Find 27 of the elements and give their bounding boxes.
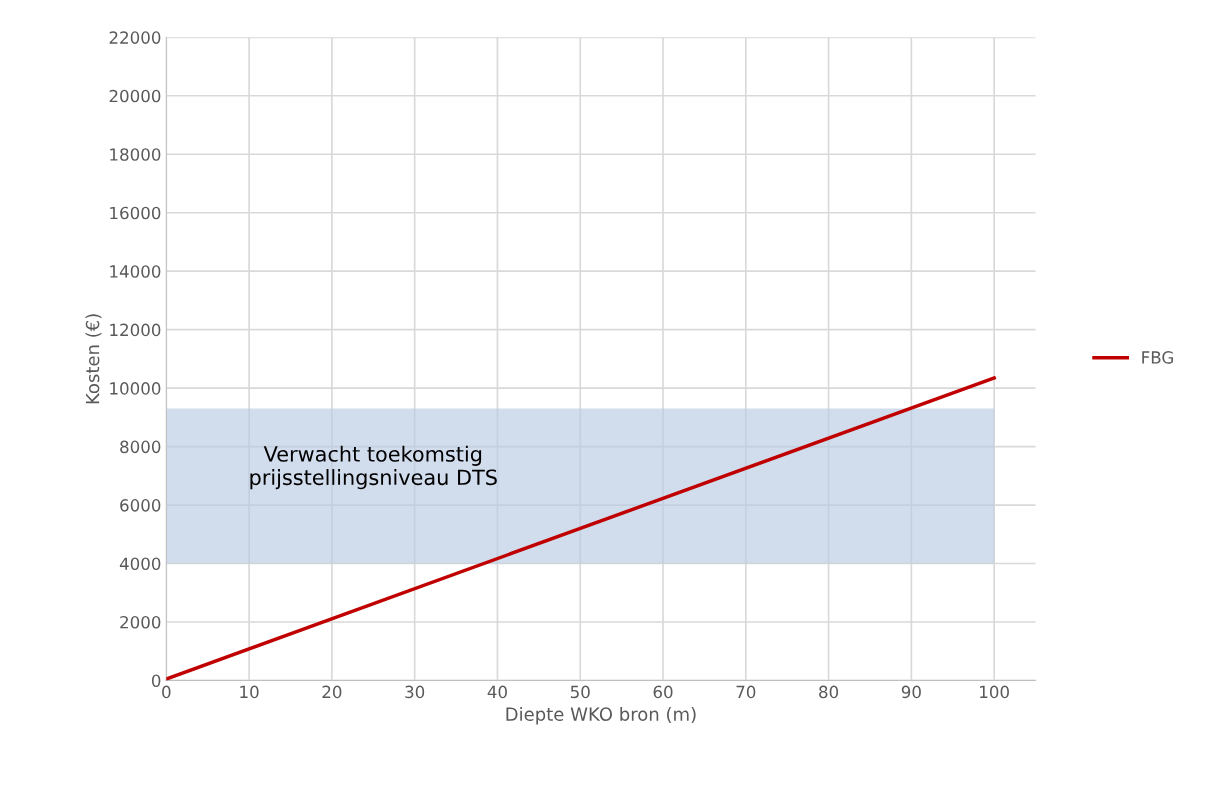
y-tick-label: 14000 bbox=[110, 265, 161, 278]
legend-label: FBG bbox=[1142, 351, 1173, 364]
y-tick-label: 16000 bbox=[110, 206, 161, 220]
x-tick-label: 0 bbox=[162, 685, 171, 699]
y-tick-label: 4000 bbox=[119, 557, 161, 571]
y-tick-label: 6000 bbox=[120, 499, 161, 512]
x-axis-title: Diepte WKO bron (m) bbox=[506, 707, 696, 725]
y-tick-label: 18000 bbox=[110, 148, 161, 161]
y-tick-label: 2000 bbox=[120, 615, 161, 629]
x-tick-label: 80 bbox=[819, 685, 839, 699]
y-tick-label: 8000 bbox=[120, 440, 161, 454]
x-tick-label: 20 bbox=[322, 685, 342, 699]
y-tick-label: 0 bbox=[151, 674, 161, 688]
x-tick-label: 70 bbox=[736, 685, 756, 699]
x-tick-label: 50 bbox=[570, 685, 590, 699]
x-tick-label: 90 bbox=[901, 685, 921, 699]
x-tick-label: 40 bbox=[487, 685, 507, 699]
x-tick-label: 30 bbox=[405, 685, 425, 699]
y-tick-label: 22000 bbox=[109, 31, 161, 44]
x-tick-label: 100 bbox=[980, 685, 1009, 699]
x-tick-label: 60 bbox=[653, 685, 673, 699]
y-tick-label: 10000 bbox=[110, 382, 161, 395]
y-tick-label: 20000 bbox=[109, 89, 161, 103]
y-axis-title: Kosten (€) bbox=[85, 314, 102, 404]
y-tick-label: 12000 bbox=[110, 323, 161, 337]
x-tick-label: 10 bbox=[240, 685, 259, 699]
band-label: Verwacht toekomstig prijsstellingsniveau DTS bbox=[250, 445, 497, 490]
